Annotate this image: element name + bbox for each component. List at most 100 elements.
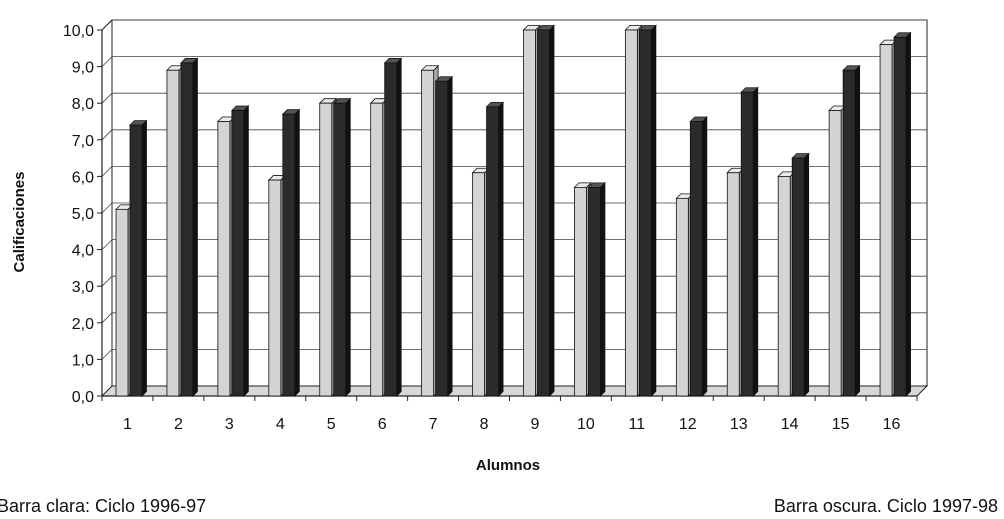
bar bbox=[587, 181, 606, 397]
bar-front bbox=[384, 62, 398, 397]
y-tick-label: 3,0 bbox=[72, 279, 94, 296]
bar-front bbox=[115, 208, 129, 397]
bar-side bbox=[192, 57, 198, 397]
bar-side bbox=[905, 31, 911, 397]
bar-front bbox=[740, 91, 754, 397]
y-tick-label: 0,0 bbox=[72, 389, 94, 406]
bar-front bbox=[268, 179, 282, 397]
bar-front bbox=[828, 110, 842, 397]
x-tick-label: 8 bbox=[480, 416, 489, 433]
y-tick-label: 10,0 bbox=[63, 23, 94, 40]
bar bbox=[179, 57, 199, 397]
bar-front bbox=[777, 175, 791, 397]
bar bbox=[638, 24, 657, 397]
x-tick-label: 10 bbox=[577, 416, 595, 433]
gridline-depth bbox=[101, 275, 113, 287]
y-tick-label: 4,0 bbox=[72, 243, 94, 260]
bar-front bbox=[435, 80, 449, 397]
x-tick-label: 15 bbox=[832, 416, 850, 433]
y-tick-label: 7,0 bbox=[72, 133, 94, 150]
x-tick-label: 6 bbox=[378, 416, 387, 433]
bar bbox=[485, 101, 505, 397]
bar-front bbox=[893, 36, 907, 397]
bar-front bbox=[231, 110, 245, 397]
bar-front bbox=[689, 121, 703, 397]
bar-front bbox=[588, 186, 601, 397]
gridline-depth bbox=[101, 239, 113, 250]
bar-front bbox=[638, 29, 652, 397]
gridline-depth bbox=[101, 166, 113, 177]
x-tick-label: 14 bbox=[781, 416, 799, 433]
bar-front bbox=[879, 44, 893, 397]
y-tick-label: 5,0 bbox=[72, 206, 94, 223]
bar-side bbox=[396, 57, 402, 397]
y-tick-label: 8,0 bbox=[72, 96, 94, 113]
x-tick-label: 7 bbox=[429, 416, 438, 433]
x-tick-label: 1 bbox=[123, 416, 132, 433]
x-tick-label: 13 bbox=[730, 416, 748, 433]
bar bbox=[740, 86, 759, 397]
bar bbox=[383, 57, 403, 397]
y-tick-label: 9,0 bbox=[72, 60, 94, 77]
y-axis-title: Calificaciones bbox=[11, 172, 28, 273]
bar-front bbox=[129, 124, 143, 397]
gridline-depth bbox=[101, 312, 113, 324]
bar-front bbox=[421, 69, 435, 397]
bar bbox=[791, 152, 810, 397]
bar-front bbox=[472, 172, 485, 397]
bar-side bbox=[447, 75, 453, 397]
bar-side bbox=[752, 86, 759, 397]
y-tick-labels: 0,0 1,0 2,0 3,0 4,0 5,0 6,0 7,0 8,0 9,0 10,0 bbox=[63, 23, 102, 406]
gridline-depth bbox=[101, 349, 113, 360]
bar bbox=[332, 97, 352, 397]
bar bbox=[689, 116, 708, 397]
bar-front bbox=[574, 186, 587, 397]
x-axis-title: Alumnos bbox=[476, 457, 540, 474]
bar-side bbox=[294, 108, 300, 397]
bar-side bbox=[498, 101, 504, 397]
bar-front bbox=[842, 69, 856, 397]
x-tick-label: 16 bbox=[883, 416, 901, 433]
legend-note-light: Barra clara: Ciclo 1996-97 bbox=[0, 496, 207, 516]
bar bbox=[434, 75, 454, 397]
bar-front bbox=[726, 172, 740, 397]
bar-side bbox=[803, 152, 810, 397]
y-tick-label: 6,0 bbox=[72, 169, 94, 186]
bar-front bbox=[180, 62, 194, 397]
bar-side bbox=[701, 116, 708, 397]
bar-front bbox=[523, 29, 536, 397]
x-tick-label: 4 bbox=[276, 416, 285, 433]
bar-side bbox=[243, 105, 249, 397]
x-tick-label: 11 bbox=[629, 416, 646, 433]
bar-front bbox=[217, 121, 231, 397]
bars bbox=[115, 24, 912, 397]
bar bbox=[281, 108, 301, 397]
bar-side bbox=[345, 97, 351, 397]
x-tick-label: 2 bbox=[174, 416, 183, 433]
gridline-depth bbox=[101, 56, 113, 67]
bar-front bbox=[282, 113, 296, 397]
bar-front bbox=[537, 29, 550, 397]
bar bbox=[129, 119, 148, 397]
bar-front bbox=[624, 29, 638, 397]
bar-front bbox=[486, 106, 499, 397]
bar bbox=[230, 105, 250, 397]
x-tick-label: 5 bbox=[327, 416, 336, 433]
x-tick-label: 12 bbox=[679, 416, 697, 433]
bar bbox=[842, 64, 861, 397]
x-tick-label: 9 bbox=[531, 416, 540, 433]
bar-side bbox=[141, 119, 147, 397]
bar-side bbox=[600, 181, 606, 397]
x-tick-labels: 1 2 3 4 5 6 7 8 9 10 11 12 13 14 15 16 bbox=[101, 396, 918, 433]
y-axis-depth-top bbox=[101, 19, 113, 31]
bar-side bbox=[854, 64, 861, 397]
y-tick-label: 1,0 bbox=[72, 352, 94, 369]
bar-front bbox=[370, 102, 384, 397]
bar bbox=[536, 24, 555, 397]
y-tick-label: 2,0 bbox=[72, 316, 94, 333]
bar-front bbox=[166, 69, 180, 397]
bar-front bbox=[319, 102, 333, 397]
gridline-depth bbox=[101, 202, 113, 214]
bar-front bbox=[675, 197, 689, 397]
